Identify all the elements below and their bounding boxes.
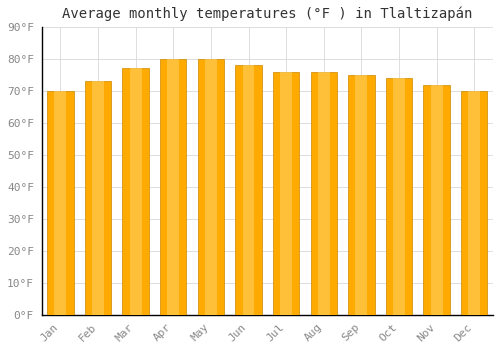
Bar — [54, 91, 66, 315]
Title: Average monthly temperatures (°F ) in Tlaltizapán: Average monthly temperatures (°F ) in Tl… — [62, 7, 472, 21]
Bar — [236, 65, 262, 315]
Bar — [318, 72, 330, 315]
Bar — [160, 59, 186, 315]
Bar — [242, 65, 254, 315]
Bar — [85, 81, 111, 315]
Bar — [430, 84, 442, 315]
Bar — [356, 75, 368, 315]
Bar — [310, 72, 337, 315]
Bar — [386, 78, 412, 315]
Bar — [280, 72, 292, 315]
Bar — [461, 91, 487, 315]
Bar — [205, 59, 217, 315]
Bar — [424, 84, 450, 315]
Bar — [198, 59, 224, 315]
Bar — [130, 69, 141, 315]
Bar — [273, 72, 299, 315]
Bar — [122, 69, 149, 315]
Bar — [92, 81, 104, 315]
Bar — [393, 78, 405, 315]
Bar — [468, 91, 480, 315]
Bar — [47, 91, 74, 315]
Bar — [348, 75, 374, 315]
Bar — [168, 59, 179, 315]
